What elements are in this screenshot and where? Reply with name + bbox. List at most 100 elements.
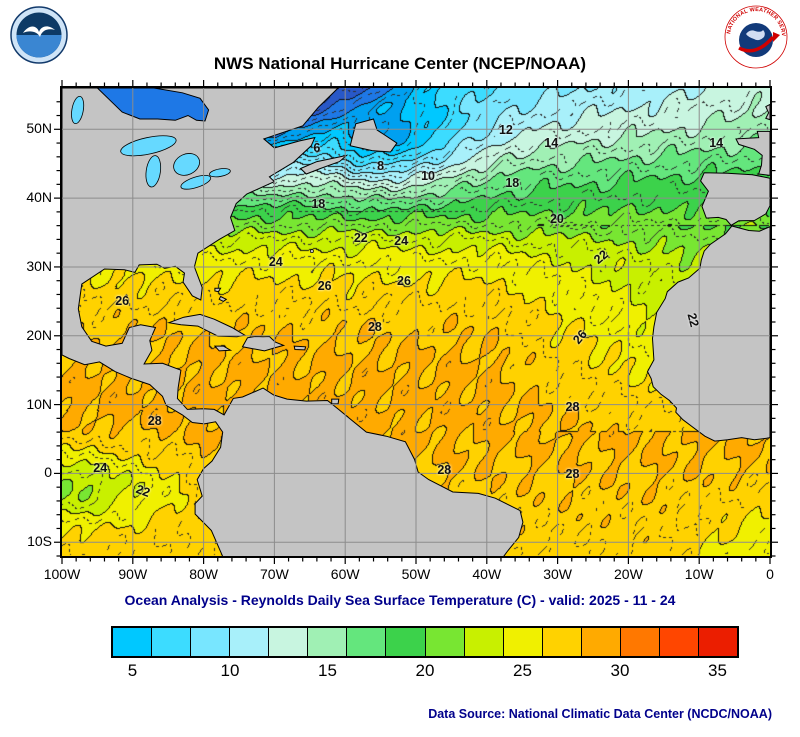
colorbar [111,626,739,658]
contour-label: 22 [684,311,702,329]
x-axis-tick-label: 60W [330,566,360,582]
contour-label: 22 [353,231,368,246]
x-axis-tick-label: 40W [472,566,502,582]
contour-label: 26 [317,279,332,294]
contour-label: 26 [570,327,591,347]
nws-arrow-icon [773,32,780,42]
lake [209,168,231,178]
y-axis-tick-label: 30N [26,257,52,274]
y-axis-tick-label: 50N [26,120,52,137]
landmass [213,345,233,352]
contour-label: 28 [367,319,382,334]
colorbar-cell [229,628,269,656]
colorbar-tick-label: 35 [708,661,727,680]
colorbar-tick-label: 20 [415,661,435,680]
contour-label: 24 [93,460,108,475]
contour-label: 28 [565,400,580,415]
landmass [299,154,349,175]
contour-label: 12 [498,122,513,137]
x-axis-tick-label: 30W [543,566,572,582]
colorbar-cell [113,628,152,656]
x-axis-tick-label: 70W [259,566,289,582]
x-axis-tick-label: 90W [118,566,148,582]
contour-label: 22 [590,247,611,268]
x-axis-tick-label: 100W [43,566,81,582]
contour-labels-layer: 6 8 10 12 14 14 18 18 20 22 22 22 24 24 26 26 26 26 28 28 28… [62,88,770,556]
colorbar-cell [502,628,542,656]
y-axis-tick-label: 10S [27,533,52,550]
landmass [166,313,247,338]
colorbar-tick-label: 10 [220,661,240,680]
contour-label: 28 [147,414,162,429]
colorbar-tick-label: 25 [513,661,532,680]
y-axis-tick-label: 40N [26,189,52,206]
lake [120,135,177,157]
contour-label: 26 [397,274,411,289]
page-title: NWS National Hurricane Center (NCEP/NOAA… [213,54,587,73]
colorbar-tick-label: 5 [127,661,138,680]
noaa-logo-sea [16,35,62,58]
land-layer [62,88,770,556]
landmass [646,225,770,442]
x-axis-tick-label: 20W [613,566,643,582]
landmass [293,345,307,351]
contour-label: 24 [268,255,283,270]
colorbar-cell [541,628,581,656]
nws-logo: NATIONAL WEATHER SERVICE [724,5,788,69]
lake [71,95,85,125]
contour-label: 18 [505,175,520,190]
colorbar-cell [424,628,464,656]
noaa-logo [10,6,68,64]
colorbar-tick-label: 15 [318,661,337,680]
map-overlay [54,80,778,564]
x-axis-tick-label: 80W [189,566,218,582]
lake [173,153,200,176]
contour-label: 22 [133,482,152,501]
colorbar-cell [268,628,308,656]
landmass [241,335,286,352]
contour-label: 28 [437,462,452,477]
colorbar-cell [697,628,737,656]
x-axis-tick-label: 10W [684,566,714,582]
contour-label: 28 [565,467,580,482]
contour-label: 8 [377,158,385,173]
contour-label: 20 [549,211,564,226]
x-axis-tick-label: 0 [766,566,774,582]
colorbar-cell [151,628,191,656]
colorbar-cell [463,628,503,656]
nws-globe-icon [739,23,773,57]
contour-label: 10 [421,169,435,184]
lake [145,155,162,188]
colorbar-cell [658,628,698,656]
sst-map-plot: 6 8 10 12 14 14 18 18 20 22 22 22 24 24 26 26 26 26 28 28 28… [54,80,778,564]
landmass [349,118,398,153]
nws-swoosh-icon [738,35,775,53]
colorbar-cell [190,628,230,656]
landmass [735,130,770,176]
contour-label: 26 [115,294,130,309]
contour-label: 14 [709,136,724,151]
nws-globe-land [746,30,765,41]
landmass [331,398,340,405]
data-source-note: Data Source: National Climatic Data Cent… [428,707,772,721]
landmass [214,287,222,293]
landmass [765,103,770,121]
hudson-bay-water [96,88,210,122]
x-axis-tick-label: 50W [401,566,431,582]
noaa-gull-icon [23,26,55,37]
y-axis-tick-label: 10N [26,395,52,412]
y-axis-tick-label: 20N [26,326,52,343]
contour-label: 18 [311,197,326,212]
y-axis-tick-label: 0 [44,464,52,481]
contour-label: 24 [394,233,409,248]
subtitle: Ocean Analysis - Reynolds Daily Sea Surf… [124,592,676,608]
landmass [62,88,524,556]
landmass [218,295,228,302]
contour-label: 14 [544,136,559,151]
colorbar-cell [580,628,620,656]
colorbar-cell [385,628,425,656]
bermuda-island [309,249,314,254]
colorbar-tick-label: 30 [610,661,630,680]
landmass [700,172,770,226]
